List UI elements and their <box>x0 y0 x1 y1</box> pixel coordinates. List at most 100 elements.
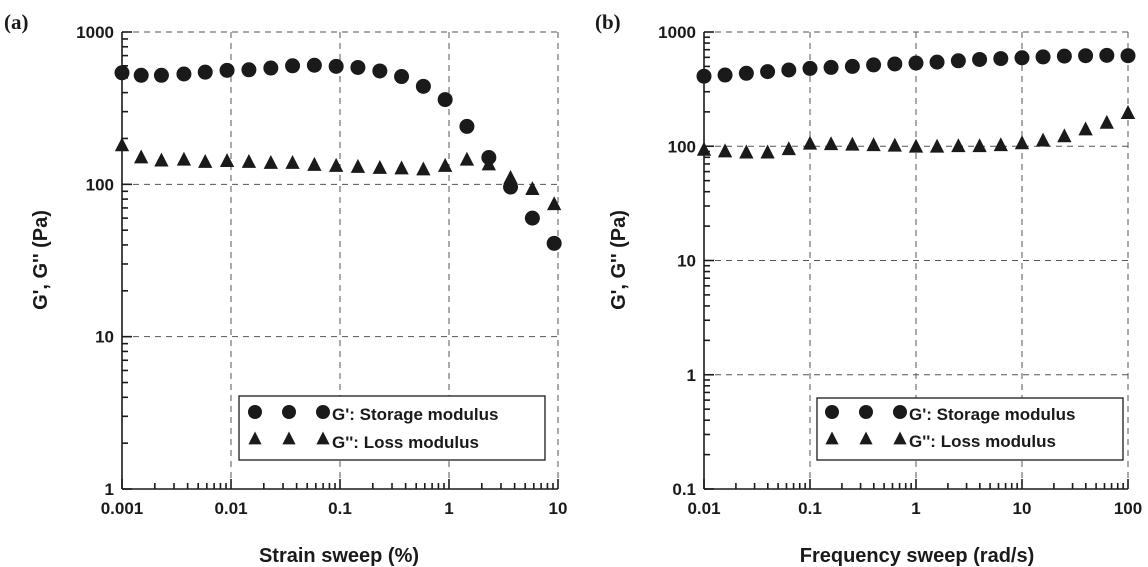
panel-b-legend-circle-marker <box>859 405 873 419</box>
panel-a-loss-modulus-point <box>503 169 518 184</box>
panel-b-loss-modulus-point <box>802 135 818 150</box>
panel-a-legend-triangle-marker <box>282 431 296 445</box>
panel-a-y-tick-label: 1 <box>105 480 114 499</box>
panel-a-loss-modulus-point <box>394 160 409 175</box>
panel-b-legend-markers <box>825 405 907 445</box>
panel-b-loss-modulus-point <box>717 143 733 158</box>
panel-b-loss-modulus-point <box>781 141 796 156</box>
panel-a-x-tick-label: 0.01 <box>214 499 247 518</box>
panel-a-loss-modulus-point <box>263 154 278 169</box>
panel-b-y-tick-label: 10 <box>677 252 696 271</box>
panel-b-storage-modulus-point <box>972 51 988 67</box>
panel-a-y-tick-label: 100 <box>86 175 114 194</box>
panel-a-legend: G': Storage modulus G'': Loss modulus <box>238 395 546 461</box>
panel-a-y-tick-label: 1000 <box>76 23 114 42</box>
panel-b-y-tick-label: 1 <box>687 366 696 385</box>
panel-a-storage-modulus-point <box>372 63 388 79</box>
panel-b: (b) Frequency sweep (rad/s) G', G'' (Pa)… <box>595 10 1142 567</box>
panel-b-storage-modulus-point <box>950 53 966 69</box>
panel-a-loss-modulus-point <box>198 154 213 168</box>
panel-a-loss-modulus-point <box>285 154 300 169</box>
panel-b-loss-modulus-point <box>760 144 775 159</box>
panel-b-loss-modulus-point <box>972 138 987 153</box>
panel-a-storage-modulus-point <box>459 118 475 134</box>
panel-a-x-tick-label: 0.001 <box>101 499 144 518</box>
panel-b-loss-modulus-point <box>1057 128 1072 143</box>
panel-a-storage-modulus-point <box>394 69 410 85</box>
panel-b-label: (b) <box>595 10 621 34</box>
panel-b-storage-modulus-point <box>1035 49 1051 65</box>
panel-a-legend-circle-marker <box>316 405 330 419</box>
panel-a-legend-triangle-marker <box>316 431 330 445</box>
panel-a-storage-modulus-point <box>219 62 235 78</box>
panel-a-y-tick-label: 10 <box>95 328 114 347</box>
panel-b-storage-modulus-point <box>1056 48 1072 64</box>
panel-b-loss-modulus-point <box>1099 114 1114 129</box>
panel-a-label: (a) <box>4 10 29 34</box>
panel-b-legend-triangle-marker <box>893 431 907 445</box>
panel-b-loss-modulus-point <box>1035 132 1051 147</box>
panel-a-storage-modulus-point <box>415 78 431 94</box>
panel-a-loss-modulus-point <box>114 137 130 152</box>
panel-a-loss-modulus-point <box>307 156 322 171</box>
panel-b-y-tick-label: 0.1 <box>672 480 696 499</box>
panel-a-legend-storage-label: G': Storage modulus <box>332 405 499 424</box>
panel-b-x-tick-label: 100 <box>1114 499 1142 518</box>
panel-b-loss-modulus-point <box>1078 121 1093 136</box>
panel-a-loss-modulus-point <box>176 151 192 166</box>
panel-b-storage-modulus-point <box>887 56 903 72</box>
panel-a-legend-loss-label: G'': Loss modulus <box>332 433 479 452</box>
panel-b-storage-modulus-point <box>781 62 797 78</box>
panel-a-storage-modulus-point <box>176 66 192 82</box>
panel-a-loss-modulus-point <box>350 158 366 173</box>
panel-b-storage-modulus-point <box>1078 48 1094 64</box>
panel-b-loss-modulus-point <box>993 137 1008 152</box>
panel-b-y-tick-label: 1000 <box>658 23 696 42</box>
panel-a-loss-modulus-point <box>154 152 169 167</box>
panel-b-storage-modulus-point <box>1120 48 1136 64</box>
panel-b-loss-modulus-point <box>1014 135 1030 150</box>
panel-a-loss-modulus-point <box>219 153 235 167</box>
panel-b-x-tick-label: 0.01 <box>687 499 720 518</box>
panel-b-x-tick-label: 1 <box>911 499 920 518</box>
panel-b-loss-modulus-point <box>696 141 712 156</box>
panel-b-x-axis-label: Frequency sweep (rad/s) <box>800 545 1035 567</box>
panel-b-loss-modulus-point <box>951 138 966 153</box>
panel-b-x-tick-label: 0.1 <box>798 499 822 518</box>
panel-a-x-axis-label: Strain sweep (%) <box>259 545 419 567</box>
panel-b-storage-modulus-point <box>908 55 924 71</box>
panel-a-legend-circle-marker <box>248 405 262 419</box>
panel-a-x-tick-label: 1 <box>444 499 453 518</box>
panel-b-loss-modulus-point <box>908 138 924 153</box>
panel-b-legend-triangle-marker <box>825 431 839 445</box>
panel-a-storage-modulus-point <box>306 57 322 73</box>
panel-a-plot-area: 0.001 0.01 0.1 1 10 1 10 100 1000 <box>76 23 567 518</box>
panel-b-loss-modulus-point <box>887 137 902 152</box>
panel-b-storage-modulus-point <box>760 64 776 80</box>
panel-b-legend-circle-marker <box>825 405 839 419</box>
panel-a-storage-modulus-point <box>285 58 301 74</box>
panel-b-storage-modulus-point <box>993 51 1009 67</box>
panel-a-loss-modulus-point <box>481 156 496 171</box>
panel-a-y-axis-label: G', G'' (Pa) <box>30 210 52 310</box>
panel-b-legend: G': Storage modulus G'': Loss modulus <box>816 397 1124 461</box>
panel-b-storage-modulus-point <box>823 59 839 75</box>
panel-b-x-tick-label: 10 <box>1013 499 1032 518</box>
panel-a-loss-modulus-point <box>459 151 475 166</box>
panel-b-loss-modulus-point <box>739 144 754 159</box>
panel-a-legend-circle-marker <box>282 405 296 419</box>
panel-b-loss-modulus-point <box>866 137 881 152</box>
panel-b-loss-modulus-point <box>845 136 860 151</box>
panel-a-storage-modulus-point <box>263 60 279 76</box>
panel-b-storage-modulus-point <box>1099 47 1115 63</box>
panel-a-storage-modulus-point <box>524 210 540 226</box>
panel-a-legend-triangle-marker <box>248 431 262 445</box>
panel-b-storage-modulus-point <box>738 65 754 81</box>
panel-b-legend-triangle-marker <box>859 431 873 445</box>
panel-b-storage-modulus-point <box>802 60 818 76</box>
panel-b-y-tick-label: 100 <box>668 137 696 156</box>
panel-a-storage-modulus-point <box>437 92 453 108</box>
panel-b-loss-modulus-point <box>823 136 839 151</box>
panel-a-loss-modulus-point <box>438 157 453 172</box>
